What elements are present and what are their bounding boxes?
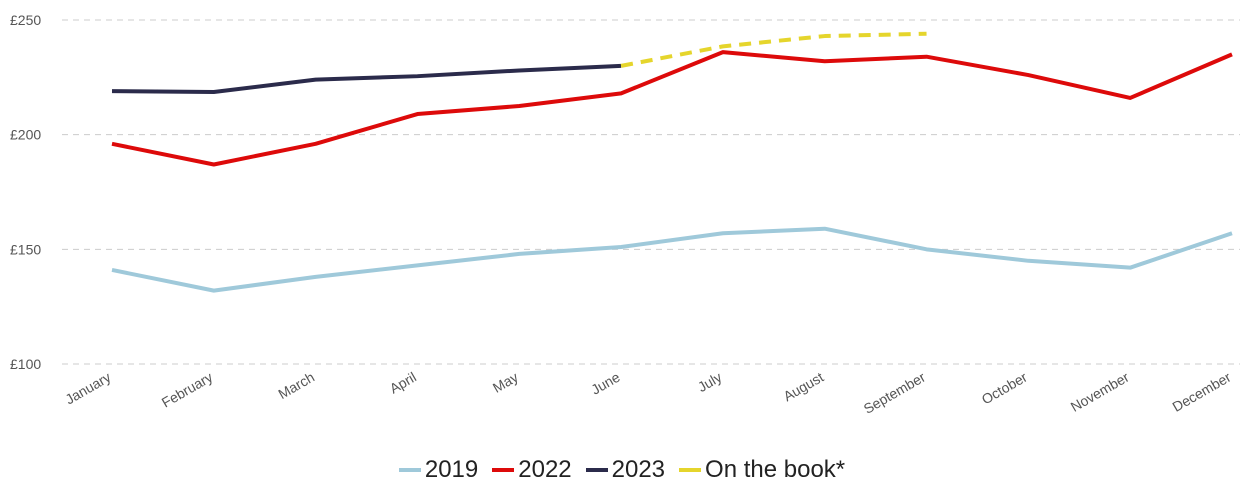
legend-label: On the book*	[705, 456, 846, 483]
series-line	[111, 50, 1233, 167]
x-tick-label: March	[275, 369, 317, 402]
y-tick-label: £250	[10, 12, 41, 28]
legend-item: On the book*	[679, 456, 845, 484]
legend-item: 2023	[585, 456, 666, 484]
legend-swatch	[398, 468, 421, 472]
x-tick-label: October	[979, 369, 1030, 408]
y-tick-label: £100	[10, 356, 41, 372]
legend-label: 2022	[518, 456, 572, 483]
x-tick-label: September	[861, 369, 929, 417]
legend-label: 2023	[611, 456, 666, 483]
legend-item: 2022	[492, 456, 572, 484]
legend: 2019 2022 2023 On the book*	[0, 456, 1244, 484]
x-tick-label: February	[159, 369, 216, 411]
legend-swatch	[585, 468, 608, 472]
legend-swatch	[679, 468, 702, 472]
x-tick-label: April	[387, 369, 419, 397]
x-tick-label: December	[1170, 369, 1234, 415]
x-tick-label: January	[62, 369, 113, 408]
x-tick-label: June	[588, 369, 622, 398]
x-tick-label: November	[1068, 369, 1132, 415]
x-tick-label: August	[780, 369, 826, 405]
legend-item: 2019	[398, 456, 479, 484]
x-tick-label: May	[490, 369, 521, 396]
y-tick-label: £150	[10, 241, 41, 257]
chart: £100 £150 £200 £250 January February March Apri…	[10, 12, 1240, 417]
series-line	[111, 63, 622, 95]
y-tick-label: £200	[10, 127, 41, 143]
x-tick-label: July	[695, 369, 725, 395]
legend-label: 2019	[424, 456, 479, 483]
legend-swatch	[492, 468, 515, 472]
series-line	[111, 226, 1233, 293]
series-line	[620, 31, 927, 68]
